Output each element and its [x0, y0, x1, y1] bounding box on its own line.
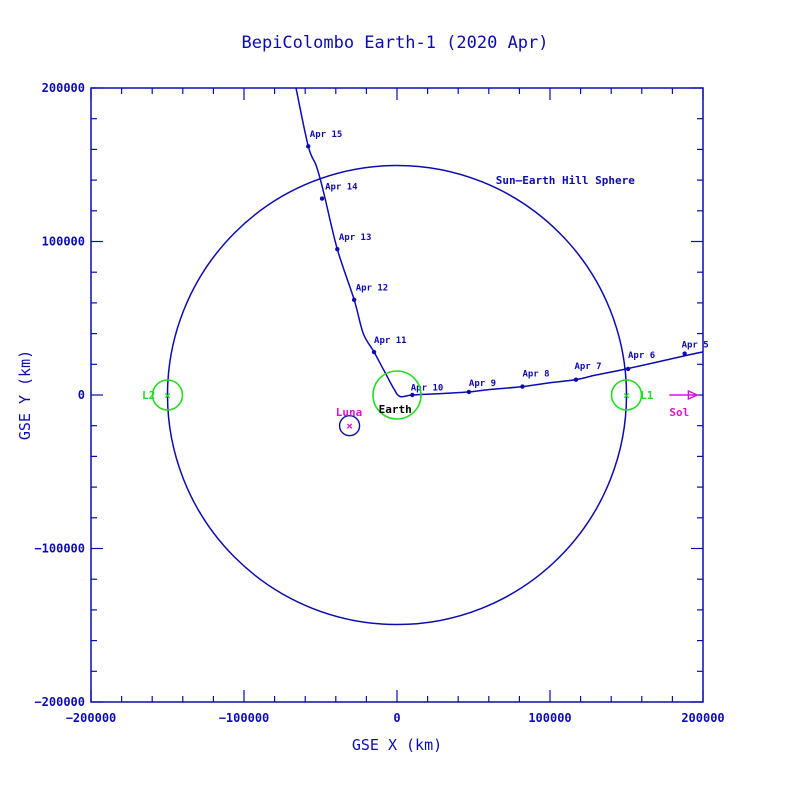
luna-orbit-circle: [338, 415, 361, 437]
y-tick-label: 100000: [42, 235, 85, 249]
trajectory-date-markers: Apr 5 Apr 6 Apr 7 Apr 8 Apr 9 Apr 10 Apr 11 Apr…: [306, 130, 709, 398]
y-tick-label: −100000: [34, 542, 85, 556]
trajectory-marker: [371, 349, 377, 355]
trajectory-marker: [319, 196, 325, 201]
luna-marker: ×: [346, 420, 353, 433]
luna-label: Luna: [336, 406, 363, 419]
hill-sphere-circle: [166, 164, 628, 626]
l1-label: L1: [640, 389, 654, 402]
chart-title: BepiColombo Earth-1 (2020 Apr): [241, 33, 548, 53]
trajectory-date-label: Apr 6: [628, 351, 655, 361]
trajectory-date-label: Apr 9: [469, 379, 496, 389]
y-tick-label: −200000: [34, 695, 85, 709]
hill-sphere-label: Sun–Earth Hill Sphere: [496, 174, 635, 187]
axis-ticks: [90, 87, 704, 703]
y-tick-label: 200000: [42, 81, 85, 95]
x-tick-label: −200000: [66, 711, 117, 725]
l1-marker: ×: [623, 389, 630, 402]
x-tick-label: −100000: [219, 711, 270, 725]
trajectory-date-label: Apr 14: [325, 182, 358, 192]
tick-labels: −200000 −100000 0 100000 200000 −200000 −10000…: [34, 81, 724, 725]
trajectory-date-label: Apr 5: [682, 340, 709, 350]
trajectory-date-label: Apr 11: [374, 336, 407, 346]
trajectory-date-label: Apr 8: [522, 370, 549, 380]
trajectory-date-label: Apr 10: [411, 383, 444, 393]
trajectory-marker: [410, 392, 415, 398]
trajectory-date-label: Apr 13: [339, 233, 372, 243]
sol-arrow-head: [687, 389, 700, 401]
l2-marker: ×: [164, 389, 171, 402]
trajectory-date-label: Apr 12: [356, 284, 389, 294]
l1-circle: [610, 379, 643, 411]
trajectory-marker: [682, 351, 687, 356]
sol-arrow: Sol: [669, 389, 700, 419]
y-axis-label: GSE Y (km): [16, 350, 34, 440]
trajectory-marker: [625, 366, 631, 372]
y-tick-label: 0: [78, 388, 85, 402]
x-tick-label: 100000: [528, 711, 571, 725]
x-axis-label: GSE X (km): [352, 736, 442, 754]
trajectory-marker: [335, 246, 340, 252]
l2-circle: [151, 379, 184, 411]
trajectory-marker: [306, 144, 311, 149]
earth-label: Earth: [379, 403, 412, 416]
x-tick-label: 200000: [681, 711, 724, 725]
trajectory-marker: [351, 297, 357, 303]
trajectory-marker: [573, 377, 579, 382]
trajectory-marker: [520, 384, 525, 389]
l2-label: L2: [142, 389, 155, 402]
x-tick-label: 0: [393, 711, 400, 725]
sol-label: Sol: [669, 406, 689, 419]
trajectory-marker: [466, 389, 472, 395]
earth-circle: [372, 370, 422, 420]
trajectory-date-label: Apr 7: [574, 362, 601, 372]
trajectory-date-label: Apr 15: [310, 130, 343, 140]
